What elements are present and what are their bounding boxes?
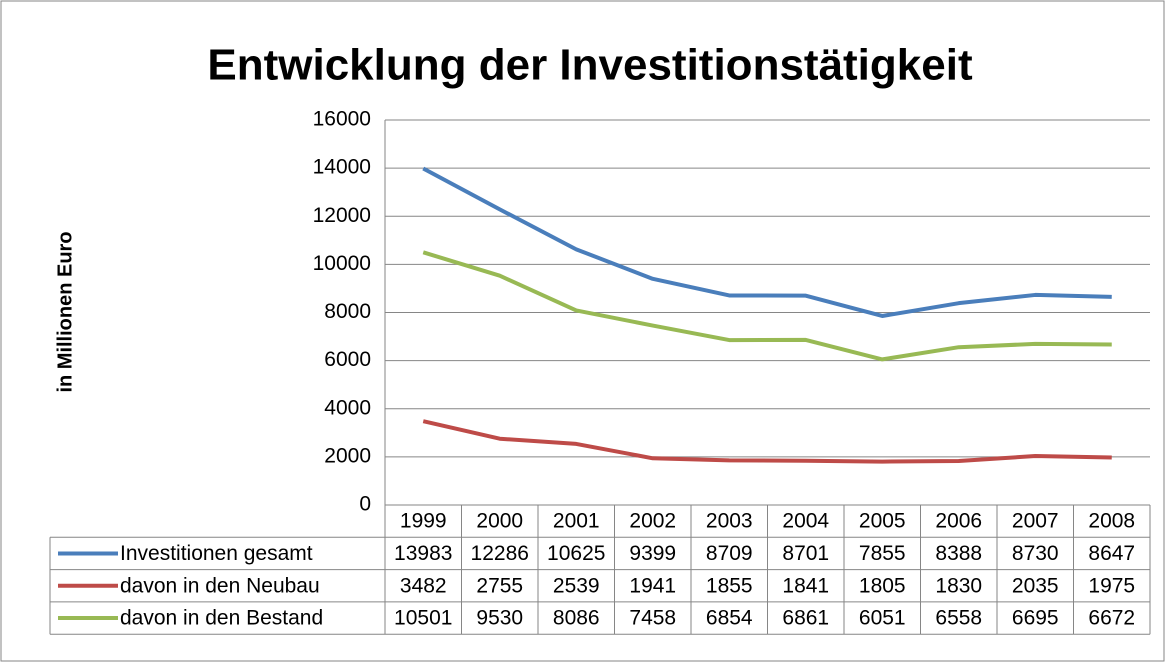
table-value: 1805: [859, 574, 906, 597]
y-tick-label: 4000: [324, 396, 371, 419]
table-value: 6051: [859, 607, 906, 630]
table-value: 2035: [1012, 574, 1059, 597]
table-value: 1855: [706, 574, 753, 597]
table-value: 1841: [782, 574, 829, 597]
y-tick-label: 14000: [313, 156, 371, 179]
table-value: 7855: [859, 542, 906, 565]
legend-label: Investitionen gesamt: [120, 542, 313, 565]
series-line: [422, 250, 1112, 362]
y-axis-label: in Millionen Euro: [54, 231, 76, 392]
x-tick-label: 2002: [629, 510, 676, 533]
table-value: 6558: [935, 607, 982, 630]
table-value: 9530: [476, 607, 523, 630]
y-tick-label: 6000: [324, 348, 371, 371]
table-value: 6695: [1012, 607, 1059, 630]
y-tick-label: 16000: [313, 108, 371, 131]
table-value: 1830: [935, 574, 982, 597]
table-value: 2539: [553, 574, 600, 597]
table-value: 9399: [629, 542, 676, 565]
x-tick-label: 2004: [782, 510, 829, 533]
table-value: 6854: [706, 607, 753, 630]
table-value: 8709: [706, 542, 753, 565]
table-value: 8701: [782, 542, 829, 565]
x-tick-label: 2006: [935, 510, 982, 533]
table-value: 1975: [1088, 574, 1135, 597]
table-value: 8388: [935, 542, 982, 565]
table-value: 7458: [629, 607, 676, 630]
y-tick-label: 2000: [324, 444, 371, 467]
table-value: 10501: [394, 607, 452, 630]
table-value: 10625: [547, 542, 605, 565]
x-tick-label: 2005: [859, 510, 906, 533]
table-value: 6672: [1088, 607, 1135, 630]
x-tick-label: 1999: [400, 510, 447, 533]
y-tick-label: 12000: [313, 204, 371, 227]
y-tick-label: 0: [359, 493, 371, 516]
chart-title: Entwicklung der Investitionstätigkeit: [207, 41, 973, 90]
table-value: 8647: [1088, 542, 1135, 565]
legend-label: davon in den Neubau: [120, 574, 320, 597]
table-value: 2755: [476, 574, 523, 597]
x-tick-label: 2001: [553, 510, 600, 533]
series-line: [422, 166, 1112, 318]
table-value: 8730: [1012, 542, 1059, 565]
table-value: 12286: [471, 542, 529, 565]
y-tick-label: 8000: [324, 300, 371, 323]
x-tick-label: 2003: [706, 510, 753, 533]
table-value: 3482: [400, 574, 447, 597]
x-tick-label: 2000: [476, 510, 523, 533]
table-value: 1941: [629, 574, 676, 597]
table-value: 6861: [782, 607, 829, 630]
legend-label: davon in den Bestand: [120, 607, 323, 630]
x-tick-label: 2008: [1088, 510, 1135, 533]
table-value: 13983: [394, 542, 452, 565]
x-tick-label: 2007: [1012, 510, 1059, 533]
y-tick-label: 10000: [313, 252, 371, 275]
table-value: 8086: [553, 607, 600, 630]
series-line: [422, 419, 1112, 464]
